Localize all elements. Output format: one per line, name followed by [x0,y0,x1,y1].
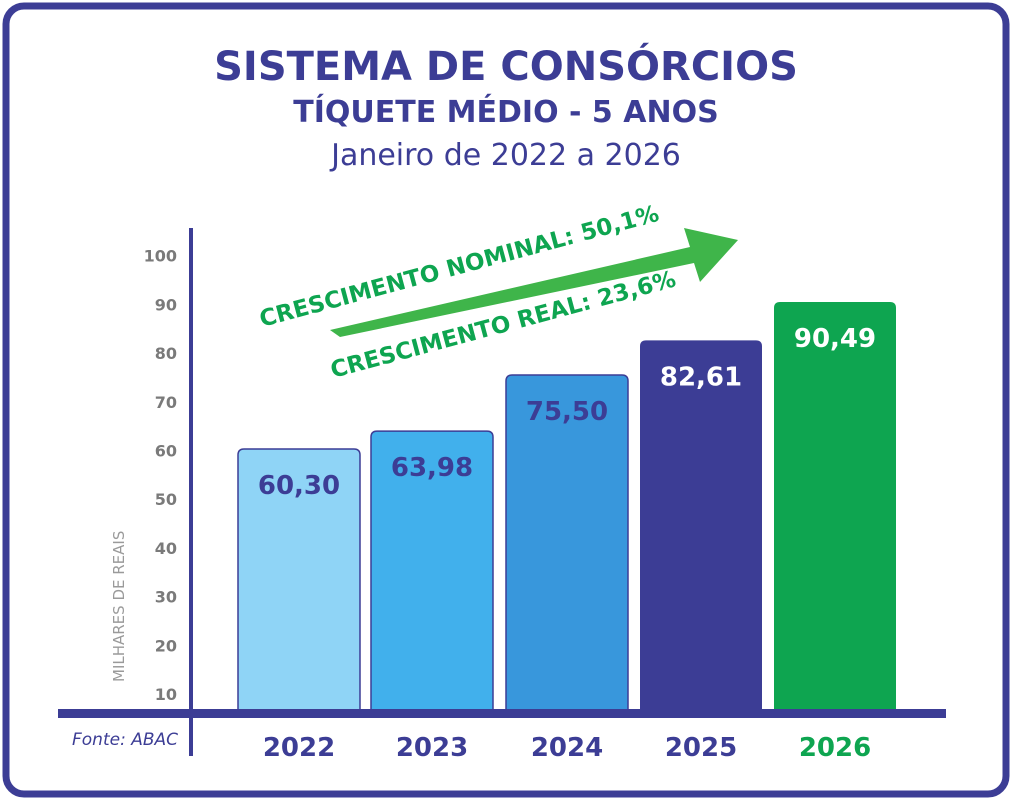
y-tick-label: 70 [155,393,177,412]
y-tick-label: 100 [144,247,177,266]
y-tick-label: 30 [155,588,177,607]
x-tick-label: 2023 [396,733,468,763]
x-tick-label: 2026 [799,733,871,763]
data-label: 60,30 [258,471,340,501]
chart-period: Janeiro de 2022 a 2026 [329,138,681,173]
bar-2022 [237,448,361,714]
x-tick-label: 2022 [263,733,335,763]
data-label: 82,61 [660,362,742,392]
data-label: 63,98 [391,453,473,483]
source-note: Fonte: ABAC [72,730,178,750]
y-tick-label: 80 [155,344,177,363]
bar-2023 [370,430,494,714]
y-axis-label: MILHARES DE REAIS [110,531,128,682]
x-axis [58,709,946,718]
x-tick-label: 2025 [665,733,737,763]
data-label: 75,50 [526,397,608,427]
y-tick-label: 40 [155,539,177,558]
y-tick-label: 10 [155,685,177,704]
chart-subtitle: TÍQUETE MÉDIO - 5 ANOS [293,94,718,130]
bar-2026 [774,302,896,713]
growth-arrow [330,228,738,337]
chart-title: SISTEMA DE CONSÓRCIOS [214,42,798,90]
bar-2024 [505,374,629,714]
y-tick-label: 90 [155,295,177,314]
y-tick-label: 20 [155,636,177,655]
data-label: 90,49 [794,324,876,354]
y-tick-label: 50 [155,490,177,509]
x-tick-label: 2024 [531,733,603,763]
y-tick-label: 60 [155,442,177,461]
bar-2025 [640,340,762,713]
